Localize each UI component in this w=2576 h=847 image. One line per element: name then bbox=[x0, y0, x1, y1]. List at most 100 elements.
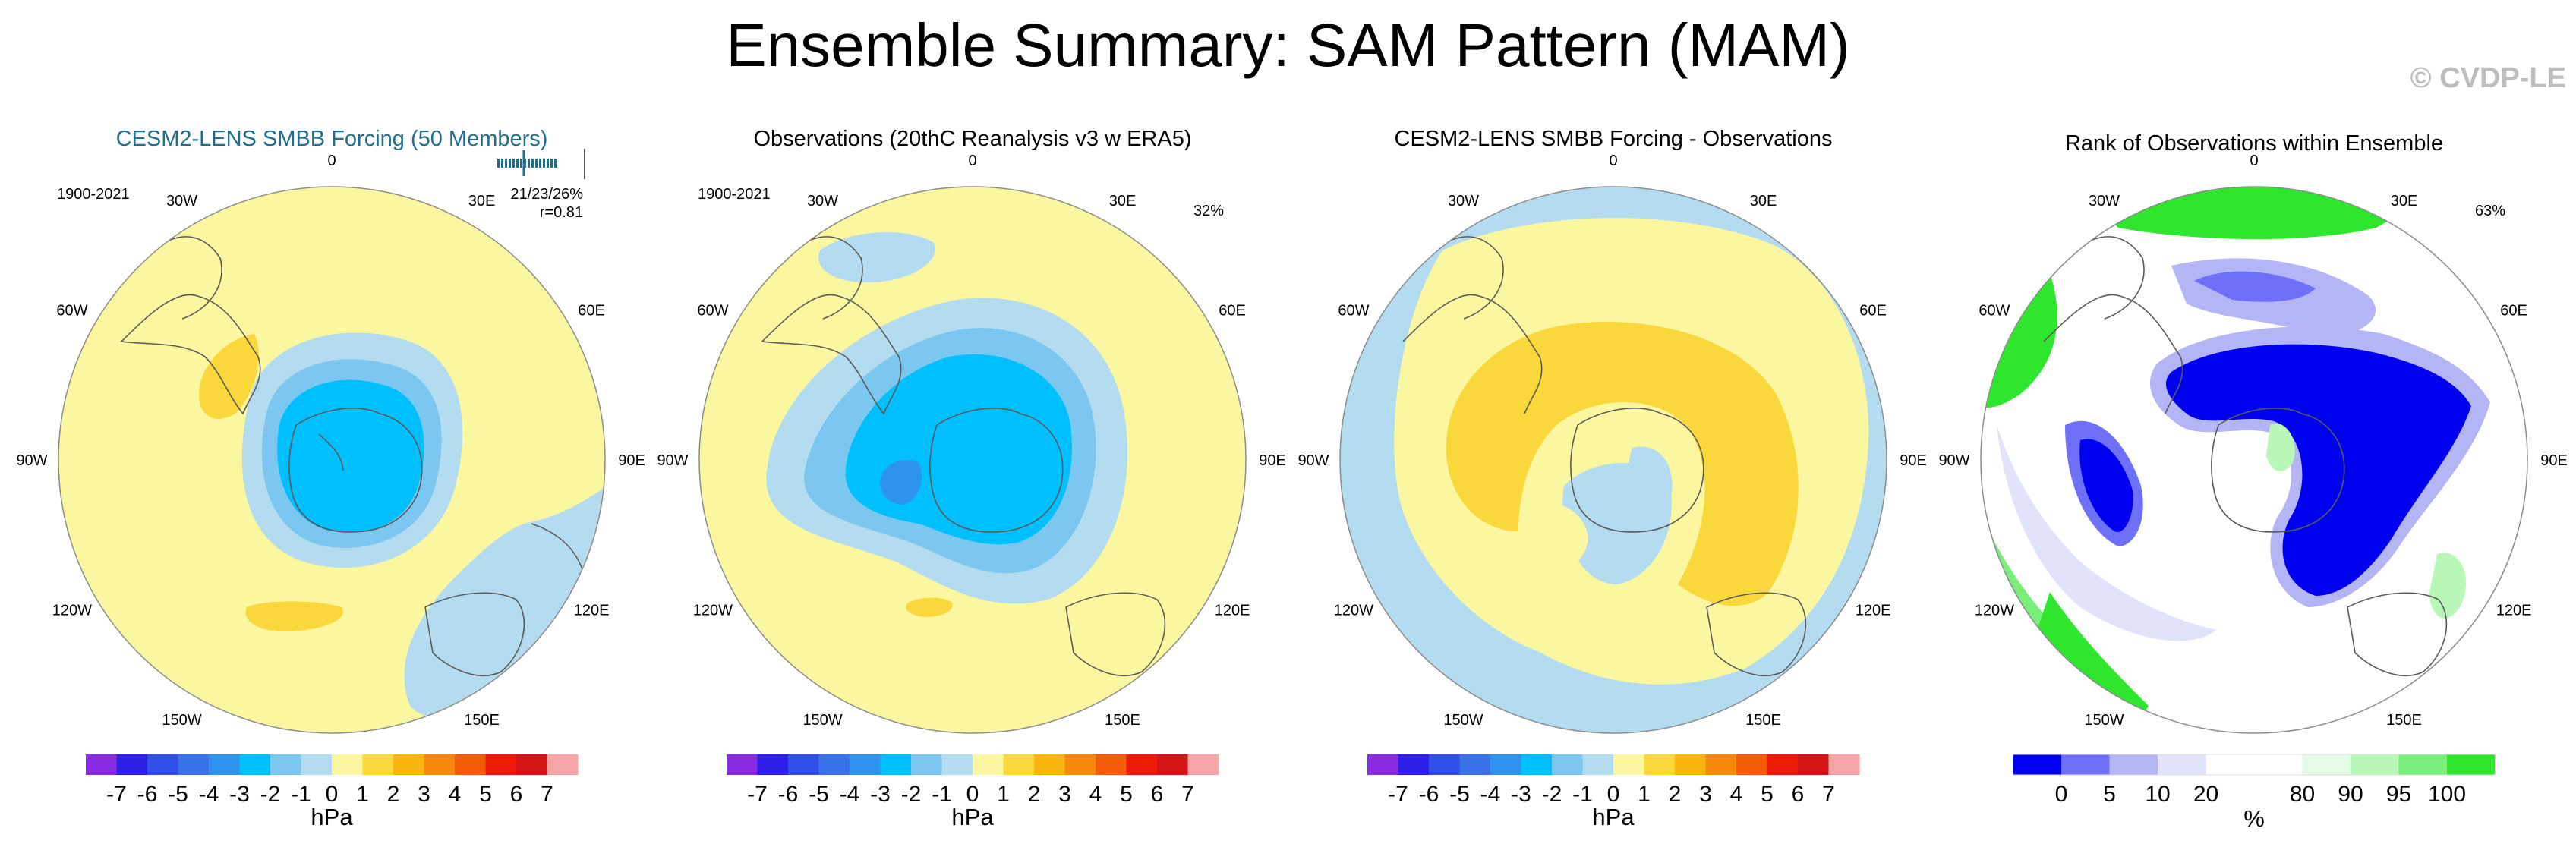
map-field bbox=[699, 187, 1246, 733]
longitude-label: 150W bbox=[2084, 712, 2124, 729]
colorbar-tick: -6 bbox=[778, 782, 799, 807]
rank-high-east bbox=[2429, 553, 2467, 619]
negative-patch-pole bbox=[1626, 446, 1673, 537]
colorbar-tick: -1 bbox=[291, 782, 311, 807]
longitude-label: 120E bbox=[574, 603, 610, 619]
longitude-label: 60E bbox=[1219, 303, 1246, 320]
colorbar-swatch bbox=[1675, 754, 1706, 775]
colorbar-tick: -2 bbox=[260, 782, 281, 807]
colorbar-tick: -4 bbox=[1480, 782, 1501, 807]
colorbar-tick: 80 bbox=[2290, 782, 2315, 807]
colorbar-swatch bbox=[911, 754, 942, 775]
contour-minus4 bbox=[880, 460, 922, 505]
colorbar-tick: 4 bbox=[1089, 782, 1102, 807]
colorbar-swatch bbox=[2398, 754, 2448, 775]
colorbar-tick: -7 bbox=[106, 782, 127, 807]
panel-title: CESM2-LENS SMBB Forcing - Observations bbox=[1395, 127, 1833, 151]
longitude-label: 30W bbox=[2089, 193, 2120, 209]
rank-lowest-east bbox=[2165, 344, 2471, 596]
colorbar-tick: -6 bbox=[137, 782, 158, 807]
colorbar-swatch bbox=[2206, 754, 2255, 775]
colorbar-unit: hPa bbox=[1592, 804, 1635, 830]
longitude-label: 60E bbox=[1859, 303, 1887, 320]
colorbar-swatch bbox=[1613, 754, 1644, 775]
panel-title: CESM2-LENS SMBB Forcing (50 Members) bbox=[116, 127, 548, 151]
map-frame bbox=[1980, 186, 2528, 734]
colorbar-hpa: -7 -6 -5 -4 -3 -2 -1 0 1 2 3 4 5 6 7 hPa bbox=[1367, 754, 1860, 830]
colorbar-swatch bbox=[362, 754, 394, 775]
colorbar-swatch bbox=[424, 754, 456, 775]
map-frame bbox=[698, 186, 1247, 734]
colorbar-tick: -7 bbox=[747, 782, 768, 807]
colorbar-swatch bbox=[788, 754, 819, 775]
colorbar-tick: -3 bbox=[870, 782, 891, 807]
colorbar-tick: -2 bbox=[901, 782, 922, 807]
colorbar-swatch bbox=[1552, 754, 1583, 775]
colorbar-unit: hPa bbox=[311, 804, 353, 830]
period-label: 1900-2021 bbox=[57, 186, 130, 203]
colorbar-swatch bbox=[727, 754, 758, 775]
colorbar-swatch bbox=[1736, 754, 1767, 775]
longitude-label: 150E bbox=[2386, 712, 2422, 729]
longitude-label: 30W bbox=[166, 193, 197, 209]
colorbar-swatch bbox=[941, 754, 973, 775]
colorbar-swatch bbox=[2158, 754, 2206, 775]
colorbar-swatch bbox=[209, 754, 240, 775]
main-title: Ensemble Summary: SAM Pattern (MAM) bbox=[726, 11, 1850, 79]
longitude-label: 90W bbox=[1938, 452, 1969, 469]
colorbar-hpa: -7 -6 -5 -4 -3 -2 -1 0 1 2 3 4 5 6 7 hPa bbox=[86, 754, 579, 830]
positive-patch-drake bbox=[199, 334, 259, 419]
colorbar-swatch bbox=[2254, 754, 2303, 775]
longitude-label: 30W bbox=[1448, 193, 1479, 209]
colorbar-swatch bbox=[1157, 754, 1188, 775]
rank-high-pole bbox=[2266, 424, 2295, 471]
colorbar-tick: 4 bbox=[1730, 782, 1743, 807]
longitude-label: 90E bbox=[1900, 452, 1927, 469]
colorbar-swatch bbox=[1521, 754, 1553, 775]
colorbar-outline bbox=[2013, 754, 2496, 776]
longitude-label: 150W bbox=[802, 712, 842, 729]
panel-title: Rank of Observations within Ensemble bbox=[2065, 131, 2443, 156]
longitude-label: 60W bbox=[697, 303, 728, 320]
longitude-label: 90W bbox=[1297, 452, 1329, 469]
colorbar-tick: 3 bbox=[418, 782, 430, 807]
colorbar-swatch bbox=[850, 754, 881, 775]
colorbar-tick: -5 bbox=[1449, 782, 1470, 807]
longitude-label: 60W bbox=[1338, 303, 1369, 320]
longitude-label: 90E bbox=[2540, 452, 2568, 469]
colorbar-swatch bbox=[1459, 754, 1491, 775]
member-stripes bbox=[497, 149, 585, 179]
colorbar-swatch bbox=[1582, 754, 1614, 775]
longitude-label: 150W bbox=[1443, 712, 1483, 729]
colorbar-swatch bbox=[1367, 754, 1398, 775]
positive-patch-south bbox=[906, 597, 953, 617]
colorbar-swatch bbox=[301, 754, 333, 775]
negative-patch-east bbox=[404, 486, 605, 719]
colorbar-tick: -7 bbox=[1388, 782, 1408, 807]
colorbar-swatch bbox=[2013, 754, 2062, 775]
colorbar-tick: 2 bbox=[1669, 782, 1682, 807]
map-field bbox=[58, 187, 605, 733]
longitude-label: 90E bbox=[618, 452, 645, 469]
colorbar-swatch bbox=[332, 754, 363, 775]
colorbar-tick: 5 bbox=[479, 782, 492, 807]
longitude-label: 60W bbox=[1979, 303, 2010, 320]
colorbar-tick: 4 bbox=[449, 782, 462, 807]
colorbar-tick: 95 bbox=[2386, 782, 2411, 807]
colorbar-swatch bbox=[1429, 754, 1460, 775]
colorbar-swatch bbox=[2302, 754, 2351, 775]
colorbar-tick: 2 bbox=[387, 782, 400, 807]
longitude-label: 60W bbox=[56, 303, 87, 320]
longitude-label: 30E bbox=[1109, 193, 1137, 209]
coastlines bbox=[2043, 236, 2448, 676]
colorbar-tick: -5 bbox=[168, 782, 188, 807]
longitude-label: 30W bbox=[807, 193, 838, 209]
rank-lowest-amundsen bbox=[2079, 439, 2133, 532]
colorbar-swatch bbox=[239, 754, 271, 775]
longitude-label: 0 bbox=[968, 153, 976, 169]
longitude-label: 150E bbox=[1105, 712, 1140, 729]
colorbar-swatch bbox=[86, 754, 117, 775]
colorbar-swatch bbox=[178, 754, 210, 775]
panel-model-sam: CESM2-LENS SMBB Forcing (50 Members) 030… bbox=[16, 127, 645, 830]
longitude-labels: 030E60E90E120E150E180150W120W90W60W30W bbox=[16, 153, 645, 769]
